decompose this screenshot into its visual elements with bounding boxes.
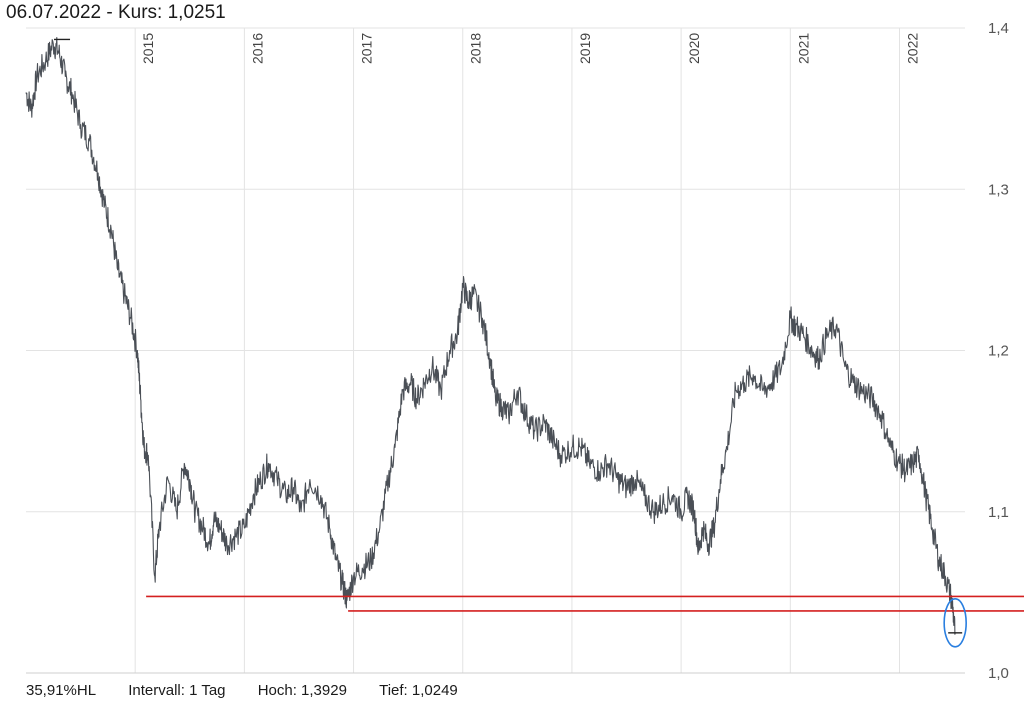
highlight-circle[interactable] [943, 598, 967, 648]
y-tick-label: 1,1 [988, 504, 1009, 521]
x-axis-ticks: 2015 2016 2017 2018 2019 2020 2021 2022 [140, 33, 920, 64]
x-tick-label: 2016 [249, 33, 265, 64]
grid-lines [26, 27, 965, 674]
y-tick-label: 1,4 [988, 20, 1009, 37]
x-tick-label: 2021 [795, 33, 811, 64]
annotations-layer [54, 38, 1024, 648]
x-tick-label: 2019 [577, 33, 593, 64]
x-tick-label: 2020 [686, 33, 702, 64]
chart-title: 06.07.2022 - Kurs: 1,0251 [6, 2, 226, 24]
series-line [25, 37, 956, 635]
x-tick-label: 2017 [359, 33, 375, 64]
y-axis-ticks: 1,0 1,1 1,2 1,3 1,4 [988, 20, 1009, 682]
y-tick-label: 1,2 [988, 343, 1009, 360]
footer-range: 35,91%HL [26, 682, 97, 699]
quote-price: Kurs: 1,0251 [117, 2, 226, 23]
series-layer [25, 37, 956, 635]
y-tick-label: 1,0 [988, 665, 1009, 682]
footer-interval[interactable]: Intervall: 1 Tag [128, 682, 226, 699]
x-tick-label: 2015 [140, 33, 156, 64]
y-tick-label: 1,3 [988, 181, 1009, 198]
title-separator: - [101, 2, 118, 23]
footer-low: Tief: 1,0249 [379, 682, 458, 699]
x-tick-label: 2022 [904, 33, 920, 64]
chart-footer: 35,91%HL Intervall: 1 Tag Hoch: 1,3929 T… [26, 682, 486, 699]
quote-date: 06.07.2022 [6, 2, 102, 23]
footer-high: Hoch: 1,3929 [257, 682, 347, 699]
x-tick-label: 2018 [468, 33, 484, 64]
